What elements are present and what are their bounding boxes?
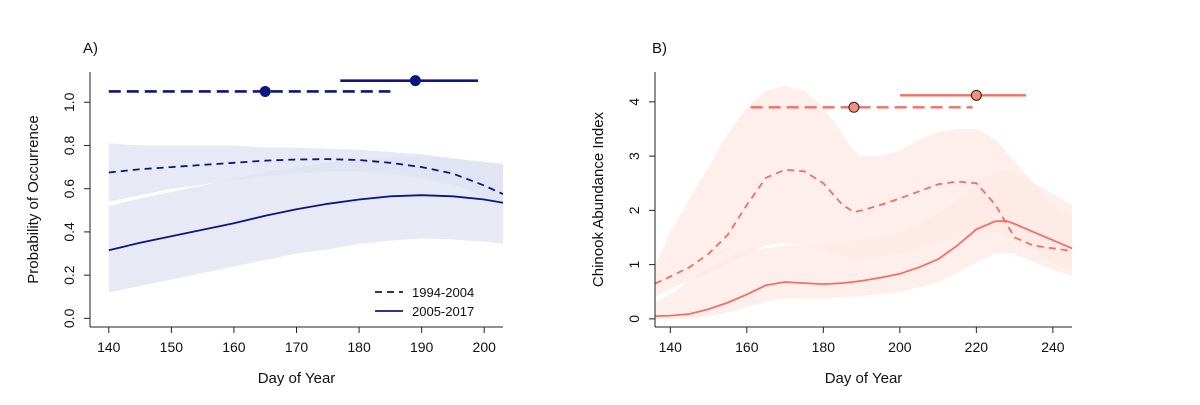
y-tick-label: 0.6	[61, 179, 77, 199]
axes: 140 160 180 200 220 240 0 1 2 3 4	[626, 72, 1072, 355]
confidence-bands	[655, 85, 1072, 319]
series-lines	[654, 168, 1073, 317]
x-tick-label: 180	[347, 339, 371, 355]
timing-peak-point	[259, 85, 271, 97]
x-tick-label: 240	[1041, 339, 1065, 355]
y-tick-label: 1.0	[61, 92, 77, 112]
series-line-solid	[654, 220, 1073, 317]
y-tick-label: 0	[626, 315, 642, 323]
series-line-solid	[108, 194, 504, 252]
timing-peak-point	[848, 101, 860, 113]
timing-peak-point	[409, 75, 421, 87]
y-tick-label: 0.4	[61, 222, 77, 242]
x-tick-label: 140	[97, 339, 121, 355]
x-axis-label: Day of Year	[825, 370, 903, 387]
x-tick-label: 180	[812, 339, 836, 355]
confidence-band-dashed	[655, 85, 1072, 298]
y-tick-label: 4	[626, 98, 642, 106]
confidence-band-solid	[655, 169, 1072, 319]
x-axis-label: Day of Year	[258, 370, 336, 387]
y-tick-label: 0.8	[61, 136, 77, 156]
legend-label: 2005-2017	[412, 304, 474, 319]
x-tick-label: 200	[888, 339, 912, 355]
y-axis-label: Probability of Occurrence	[25, 115, 42, 283]
timing-bars	[750, 89, 1027, 113]
series-line-dashed	[654, 168, 1073, 285]
axes: 140 150 160 170 180 190 200 0.0 0.2 0.4 0.6 0.8 1.0	[61, 72, 503, 355]
y-tick-label: 2	[626, 206, 642, 214]
confidence-band-solid	[108, 156, 504, 293]
x-tick-label: 190	[410, 339, 434, 355]
y-tick-label: 0.0	[61, 308, 77, 328]
confidence-bands	[108, 143, 504, 293]
panel-label: A)	[83, 40, 98, 57]
panel-a: 140 150 160 170 180 190 2000.00.20.40.60.81.0 …	[25, 40, 504, 387]
series-line-dashed	[108, 158, 504, 195]
y-tick-label: 3	[626, 152, 642, 160]
x-tick-label: 220	[965, 339, 989, 355]
x-tick-label: 200	[473, 339, 497, 355]
x-tick-label: 150	[160, 339, 184, 355]
y-tick-label: 1	[626, 261, 642, 269]
timing-peak-point	[970, 89, 982, 101]
y-tick-label: 0.2	[61, 265, 77, 285]
y-axis-label: Chinook Abundance Index	[590, 111, 607, 287]
timing-bars	[108, 75, 478, 97]
x-tick-label: 160	[735, 339, 759, 355]
series-lines	[108, 158, 504, 252]
legend: 1994-2004 2005-2017	[375, 285, 474, 319]
x-tick-label: 170	[285, 339, 309, 355]
x-tick-label: 140	[659, 339, 683, 355]
panel-label: B)	[652, 40, 667, 57]
panel-b: 140 160 180 200 220 240 0 1 2 3 4 B) Day of Year C…	[590, 40, 1073, 387]
x-tick-label: 160	[222, 339, 246, 355]
legend-label: 1994-2004	[412, 285, 474, 300]
